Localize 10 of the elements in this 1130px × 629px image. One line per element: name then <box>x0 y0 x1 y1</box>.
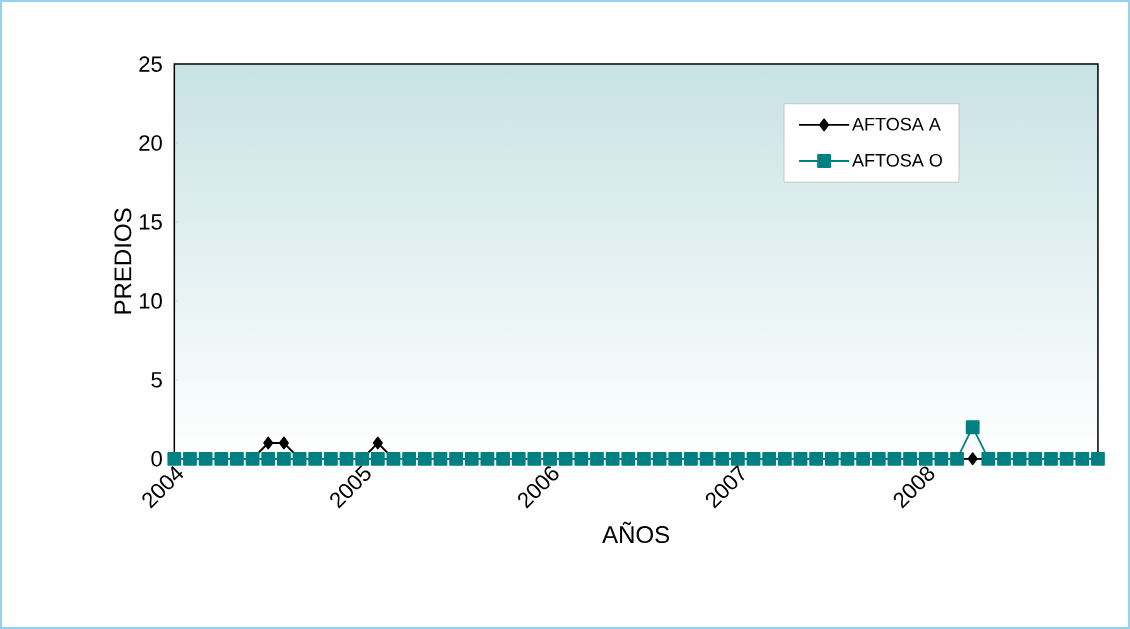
y-tick-label: 0 <box>151 450 162 467</box>
legend-label: AFTOSA O <box>852 153 943 167</box>
y-tick-label: 25 <box>139 56 162 72</box>
y-tick-label: 20 <box>139 135 162 151</box>
x-axis-title: AÑOS <box>602 521 670 544</box>
y-tick-label: 15 <box>139 214 162 230</box>
y-tick-label: 10 <box>139 293 162 309</box>
legend-label: AFTOSA A <box>852 117 941 131</box>
y-tick-label: 5 <box>151 372 162 388</box>
y-axis-title: PREDIOS <box>114 208 132 314</box>
